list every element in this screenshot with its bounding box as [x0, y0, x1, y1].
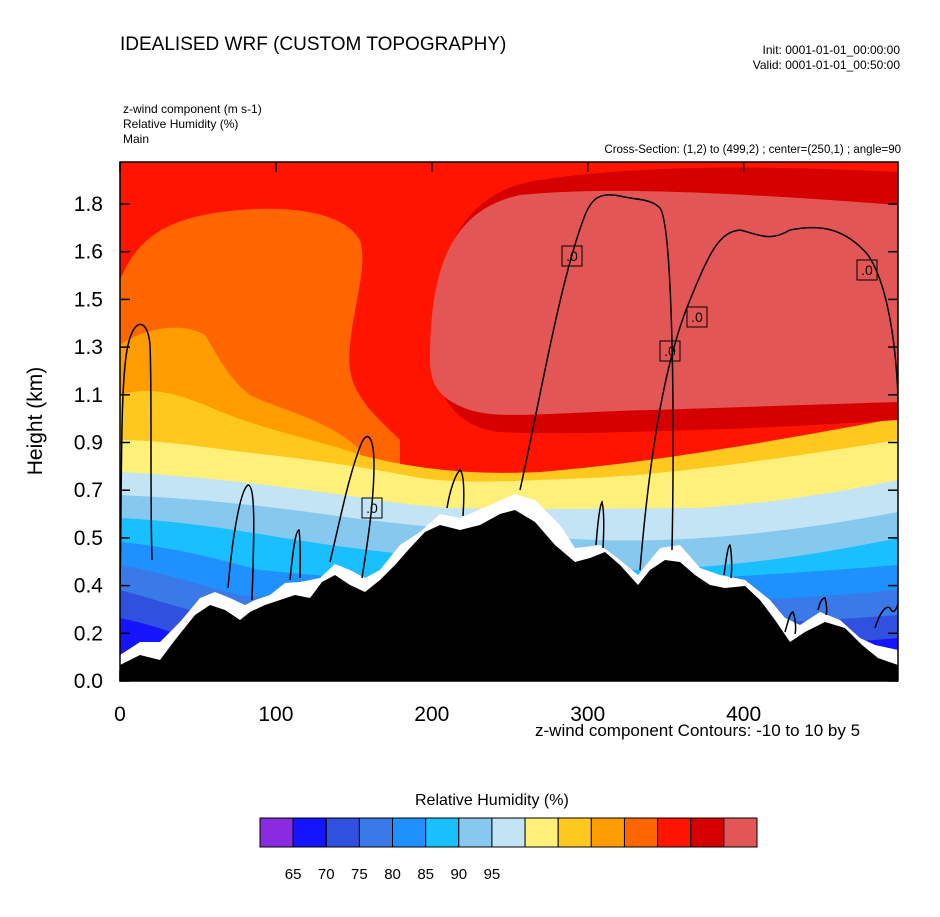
page-title: IDEALISED WRF (CUSTOM TOPOGRAPHY): [120, 34, 507, 55]
valid-time: Valid: 0001-01-01_00:50:00: [752, 58, 900, 72]
contour-label-box: [659, 340, 681, 362]
contour-note: z-wind component Contours: -10 to 10 by …: [535, 721, 861, 740]
colorbar-swatch: [723, 817, 758, 848]
wind-contour-line: [639, 226, 898, 571]
colorbar-label: 95: [484, 866, 501, 883]
wind-contour-line: [723, 544, 733, 579]
colorbar-swatch: [292, 817, 327, 848]
plot-frame: [119, 161, 899, 682]
wind-contour-line: [227, 484, 255, 601]
y-tick-label: 0.7: [74, 479, 103, 502]
y-tick-label: 0.9: [74, 432, 103, 455]
wind-contour-line: [595, 500, 605, 549]
x-tick-label: 400: [726, 703, 761, 726]
init-time: Init: 0001-01-01_00:00:00: [762, 43, 900, 57]
wind-contour-line: [329, 435, 375, 579]
colorbar: 65 70 75 80 85 90 95: [259, 817, 758, 883]
y-tick-label: 1.5: [74, 288, 103, 311]
contour-label: .0: [861, 262, 873, 278]
contour-label: .0: [691, 309, 703, 325]
colorbar-swatch: [557, 817, 592, 848]
field-label-rh: Relative Humidity (%): [123, 117, 239, 131]
contour-label-box: [361, 497, 383, 519]
contour-label: .0: [566, 248, 578, 264]
y-tick-label: 1.3: [74, 336, 103, 359]
wind-contour-line: [817, 597, 828, 616]
y-tick-label: 1.6: [74, 241, 103, 264]
colorbar-swatch: [358, 817, 394, 848]
colorbar-swatch: [524, 817, 559, 848]
y-tick-label: 1.8: [74, 193, 103, 216]
wind-contour-line: [289, 529, 301, 581]
contour-label-box: [686, 306, 708, 328]
wind-contour-line: [446, 468, 465, 517]
colorbar-swatch: [690, 817, 725, 848]
x-tick-label: 200: [414, 703, 449, 726]
field-label-wind: z-wind component (m s-1): [123, 102, 262, 116]
colorbar-label: 75: [351, 866, 368, 883]
contour-label-box: [856, 259, 878, 281]
contour-label: .0: [664, 343, 676, 359]
y-tick-label: 0.2: [74, 622, 103, 645]
axes: 0 100 200 300 400 0.0 0.2 0.4 0.5 0.7 0.9 1.1 1.3 1.5…: [74, 162, 898, 726]
colorbar-swatch: [623, 817, 659, 848]
x-tick-label: 0: [114, 703, 126, 726]
wind-contour-line: [120, 323, 153, 591]
colorbar-label: 70: [318, 866, 335, 883]
colorbar-swatch: [425, 817, 460, 848]
x-tick-label: 300: [570, 703, 605, 726]
wind-contour-line: [519, 194, 674, 551]
y-tick-label: 0.5: [74, 527, 103, 550]
cross-section-info: Cross-Section: (1,2) to (499,2) ; center…: [604, 144, 901, 156]
colorbar-label: 85: [417, 866, 434, 883]
colorbar-swatch: [590, 817, 625, 848]
colorbar-label: 65: [285, 866, 302, 883]
colorbar-swatch: [491, 817, 526, 848]
wind-contours: [120, 194, 898, 635]
colorbar-swatch: [259, 817, 294, 848]
x-tick-label: 100: [258, 703, 293, 726]
wind-contour-line: [784, 611, 797, 635]
y-tick-label: 0.0: [74, 670, 103, 693]
contour-label-box: [561, 245, 583, 267]
contour-labels: .0 .0 .0 .0 .0: [361, 245, 878, 519]
y-tick-label: 0.4: [74, 575, 104, 598]
field-label-main: Main: [123, 132, 150, 146]
contour-label: .0: [366, 500, 378, 516]
wind-contour-line: [874, 603, 898, 629]
colorbar-swatch: [325, 817, 360, 848]
terrain: [120, 510, 898, 681]
colorbar-swatch: [458, 817, 493, 848]
colorbar-swatch: [657, 817, 692, 848]
colorbar-title: Relative Humidity (%): [415, 792, 569, 809]
colorbar-swatch: [392, 817, 427, 848]
colorbar-label: 90: [450, 866, 467, 883]
y-tick-label: 1.1: [74, 384, 103, 407]
colorbar-label: 80: [384, 866, 401, 883]
